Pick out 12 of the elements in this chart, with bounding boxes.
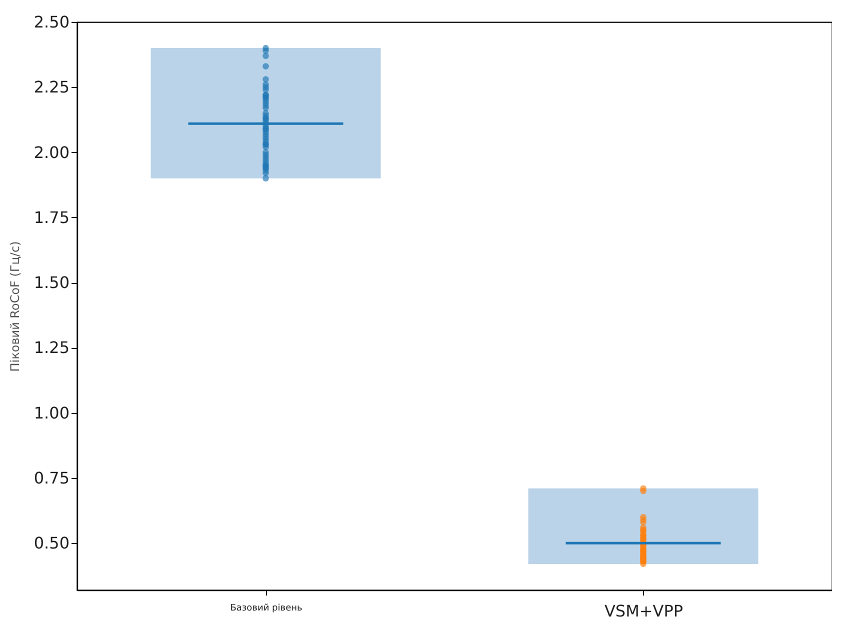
- y-tick-label: 2.00: [34, 142, 70, 162]
- y-tick-label: 1.75: [34, 208, 70, 227]
- y-tick-label: 0.75: [34, 468, 70, 488]
- y-tick-label: 2.50: [34, 12, 70, 32]
- y-axis-title: Піковий RoCoF (Гц/с): [8, 241, 22, 372]
- y-tick-label: 0.50: [34, 534, 70, 553]
- x-tick-label: Базовий рівень: [230, 604, 302, 614]
- y-tick-label: 2.25: [34, 78, 70, 97]
- y-tick-label: 1.25: [34, 338, 70, 358]
- x-tick-label: VSM+VPP: [604, 602, 684, 619]
- y-tick-label: 1.50: [34, 273, 70, 292]
- y-tick-label: 1.00: [34, 403, 70, 422]
